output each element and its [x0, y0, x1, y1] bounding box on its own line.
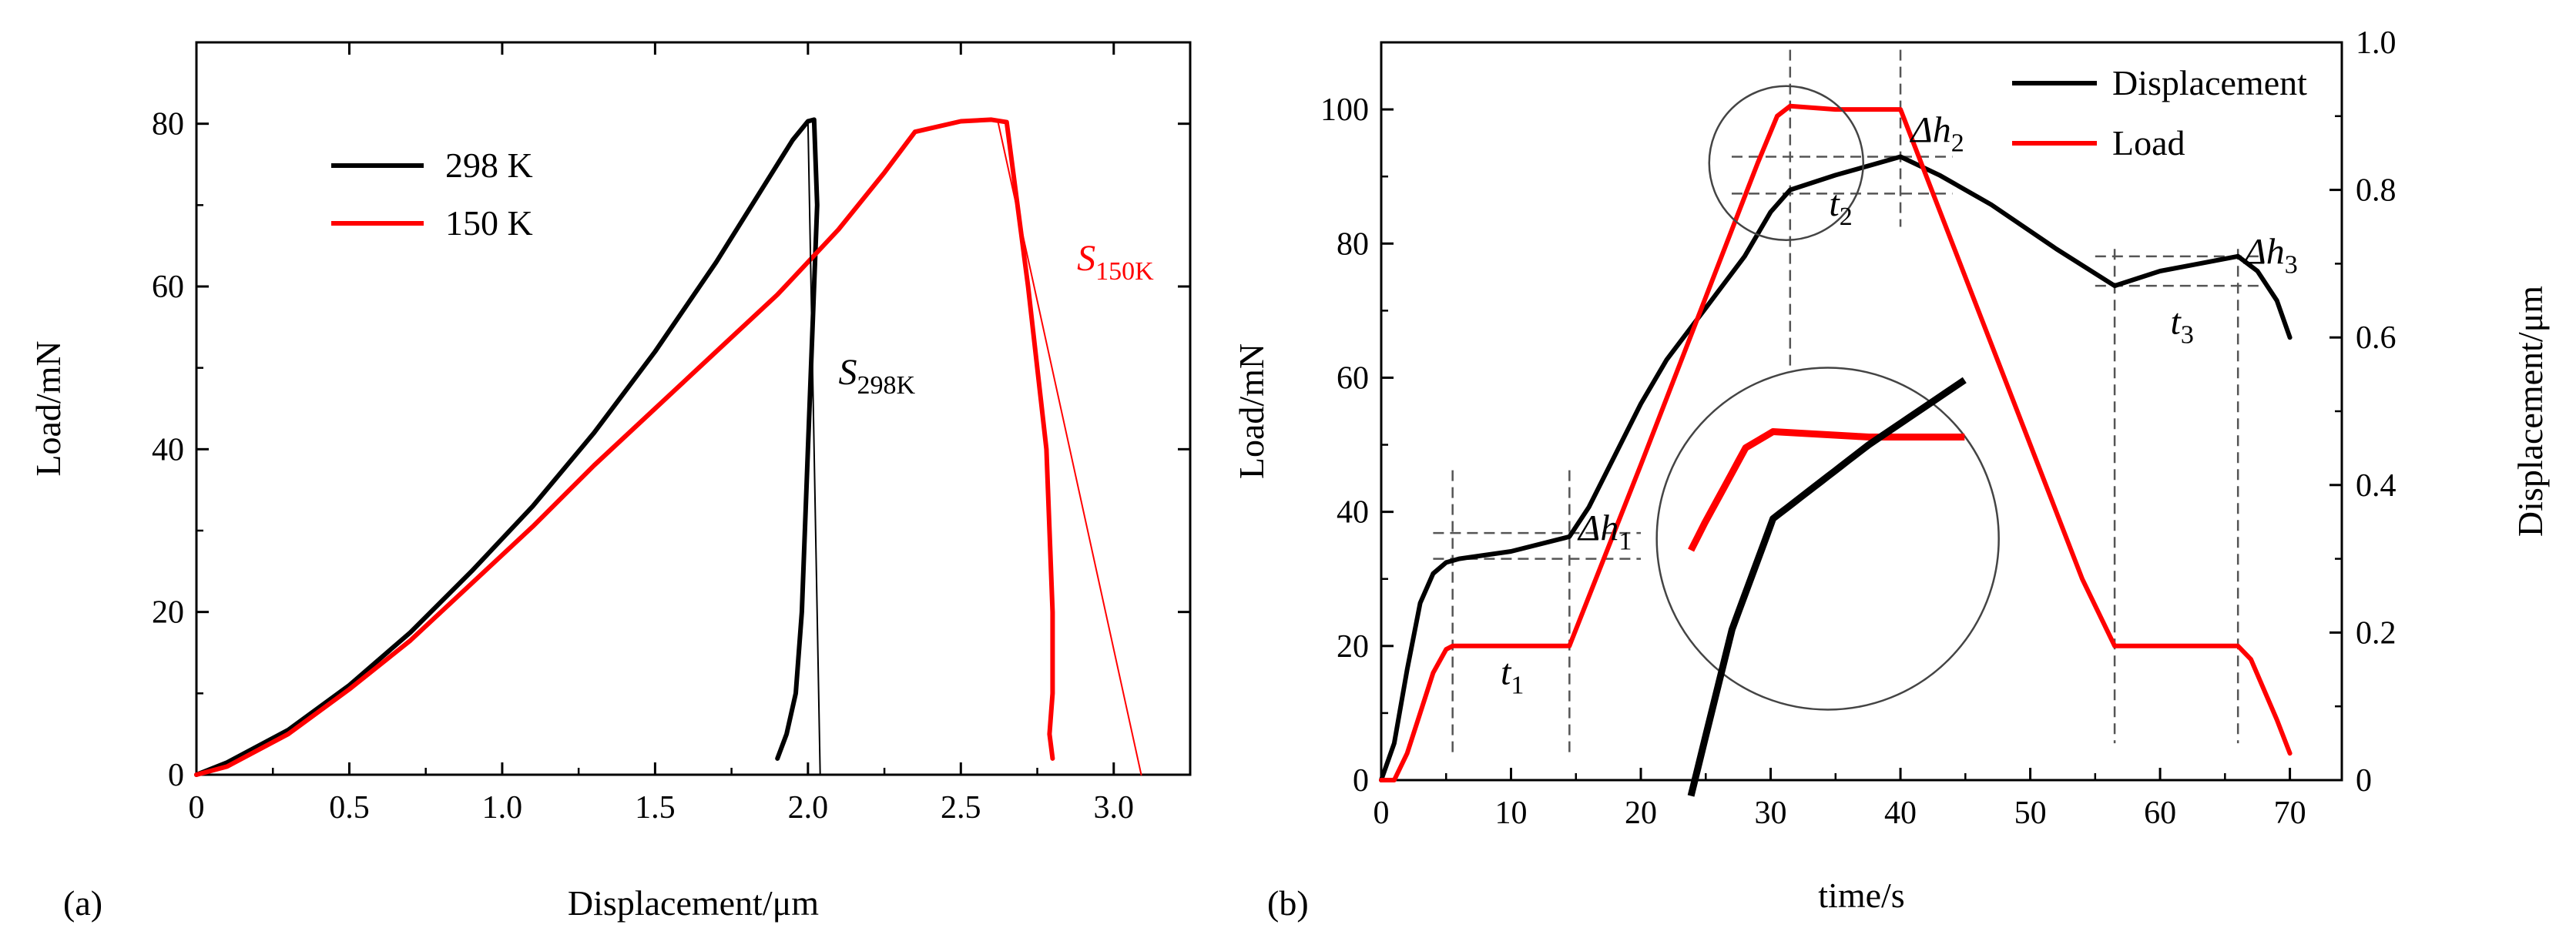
inset-load-curve [1688, 428, 1965, 552]
y-tick-label: 60 [152, 270, 184, 305]
panel-b-y2-axis-label: Displacement/μm [2511, 286, 2550, 537]
panel-b-label: (b) [1267, 883, 1309, 923]
series-line-s-150k-fit [996, 119, 1142, 775]
panel-a-plot-frame [195, 41, 1192, 776]
y-tick-label: 40 [1337, 495, 1369, 531]
y2-tick-label: 0.4 [2356, 468, 2397, 504]
panel-a-label: (a) [63, 883, 102, 923]
stiffness-annotation-298k: S298K [839, 352, 916, 400]
x-tick-label: 0 [189, 790, 205, 826]
annotation-dh1: Δh1 [1577, 508, 1632, 556]
panel-b-x-axis-label: time/s [1818, 876, 1904, 915]
panel-a-ticks: 0 0.5 1.0 1.5 2.0 2.5 3.0 0 20 40 60 80 [152, 42, 1190, 826]
panel-a-x-axis-label: Displacement/μm [568, 883, 819, 923]
zoom-inset [1655, 85, 2000, 797]
panel-b-ticks: 0 10 20 30 40 50 60 70 0 20 40 60 80 100 0 0.2 0.4 0.6 0.8… [1320, 25, 2397, 831]
series-line-150-k [194, 117, 1055, 777]
panel-a-series [194, 117, 1142, 777]
legend-label-displacement: Displacement [2112, 63, 2307, 102]
panel-a-legend: 298 K 150 K [331, 146, 533, 243]
series-line-s-298k-fit [807, 119, 821, 775]
series-line-load [1379, 103, 2293, 782]
y-tick-label: 80 [1337, 226, 1369, 262]
annotation-t3: t3 [2171, 301, 2194, 349]
legend-label-298k: 298 K [445, 146, 533, 185]
y2-tick-label: 0.8 [2356, 173, 2397, 209]
x-tick-label: 50 [2014, 796, 2047, 831]
zoom-inset-circle [1655, 367, 2000, 711]
annotation-t2: t2 [1829, 183, 1852, 231]
zoom-source-circle [1708, 85, 1865, 242]
x-tick-label: 2.5 [941, 790, 981, 826]
x-tick-label: 2.0 [788, 790, 829, 826]
y2-tick-label: 1.0 [2356, 25, 2397, 61]
x-tick-label: 10 [1495, 796, 1528, 831]
panel-b-y-axis-label: Load/mN [1232, 343, 1271, 479]
y2-tick-label: 0 [2356, 763, 2372, 799]
y2-tick-label: 0.6 [2356, 320, 2397, 356]
annotation-dh2: Δh2 [1910, 109, 1964, 157]
x-tick-label: 70 [2274, 796, 2306, 831]
panel-a-annotations: S298K S150K [839, 238, 1155, 400]
y-tick-label: 0 [1353, 763, 1369, 799]
x-tick-label: 60 [2144, 796, 2176, 831]
legend-label-150k: 150 K [445, 203, 533, 243]
panel-a-y-axis-label: Load/mN [29, 340, 68, 476]
panel-b-legend: Displacement Load [2012, 63, 2307, 162]
y2-tick-label: 0.2 [2356, 615, 2397, 651]
y-tick-label: 100 [1320, 92, 1369, 128]
y-tick-label: 20 [1337, 629, 1369, 665]
x-tick-label: 3.0 [1094, 790, 1135, 826]
x-tick-label: 0.5 [329, 790, 370, 826]
y-tick-label: 0 [168, 758, 184, 793]
inset-displacement-curve [1687, 377, 1967, 797]
x-tick-label: 30 [1755, 796, 1787, 831]
x-tick-label: 1.0 [482, 790, 523, 826]
annotation-t1: t1 [1501, 652, 1524, 699]
y-tick-label: 80 [152, 107, 184, 142]
y-tick-label: 60 [1337, 360, 1369, 396]
x-tick-label: 0 [1374, 796, 1390, 831]
x-tick-label: 40 [1884, 796, 1917, 831]
panel-b-annotations: Δh1 Δh2 Δh3 t1 t2 t3 [1501, 109, 2298, 699]
stiffness-annotation-150k: S150K [1077, 238, 1154, 286]
panel-b: 0 10 20 30 40 50 60 70 0 20 40 60 80 100 0 0.2 0.4 0.6 0.8… [1232, 25, 2550, 923]
y-tick-label: 20 [152, 595, 184, 631]
legend-label-load: Load [2112, 123, 2185, 162]
y-tick-label: 40 [152, 432, 184, 467]
x-tick-label: 1.5 [635, 790, 676, 826]
x-tick-label: 20 [1625, 796, 1657, 831]
series-line-298-k [194, 117, 820, 777]
annotation-dh3: Δh3 [2243, 231, 2298, 279]
